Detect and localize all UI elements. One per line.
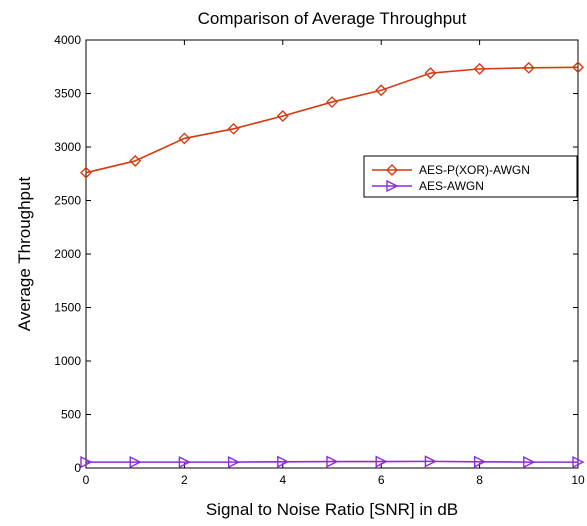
y-tick-label: 0 [74,461,81,475]
series-line [85,66,579,174]
data-point [129,154,142,167]
series-line [86,460,578,463]
y-tick-label: 1000 [54,354,81,368]
legend: AES-P(XOR)-AWGN AES-AWGN [363,155,578,198]
legend-entry: AES-AWGN [419,179,484,193]
series-layer [80,61,585,469]
x-axis: 0 2 4 6 8 10 [83,40,585,487]
legend-entry: AES-P(XOR)-AWGN [419,163,530,177]
y-tick-label: 3500 [54,87,81,101]
series-1 [80,455,585,469]
y-tick-label: 4000 [54,33,81,47]
legend-box [363,155,578,198]
y-axis: 0 500 1000 1500 2000 2500 3000 3500 4000 [54,33,578,475]
data-point [424,455,437,468]
data-point [178,132,191,145]
chart-title: Comparison of Average Throughput [198,9,467,28]
data-point [473,62,486,75]
data-point [572,455,585,469]
data-point [523,455,536,469]
plot-area [85,39,579,469]
data-point [227,122,240,135]
data-point [129,455,142,469]
y-tick-label: 1500 [54,301,81,315]
y-axis-label: Average Throughput [15,177,34,332]
data-point [572,61,584,74]
data-point [277,455,290,468]
data-point [80,455,93,469]
data-point [276,109,289,122]
y-tick-label: 3000 [54,140,81,154]
y-tick-label: 2000 [54,247,81,261]
data-point [178,455,191,469]
x-tick-label: 6 [378,473,385,487]
data-point [375,455,388,468]
x-tick-label: 10 [571,473,585,487]
series-0 [80,61,584,179]
data-point [326,96,338,109]
x-tick-label: 2 [181,473,188,487]
x-axis-label: Signal to Noise Ratio [SNR] in dB [206,500,458,519]
x-tick-label: 4 [279,473,286,487]
data-point [227,455,241,469]
legend-marker [386,179,399,193]
y-tick-label: 2500 [54,194,81,208]
x-tick-label: 0 [83,473,90,487]
data-point [424,67,437,80]
data-point [80,166,92,179]
data-point [473,455,487,468]
x-tick-label: 8 [476,473,483,487]
legend-marker [386,164,398,176]
y-tick-label: 500 [61,408,81,422]
data-point [522,61,535,74]
data-point [375,84,388,97]
data-point [326,455,339,468]
